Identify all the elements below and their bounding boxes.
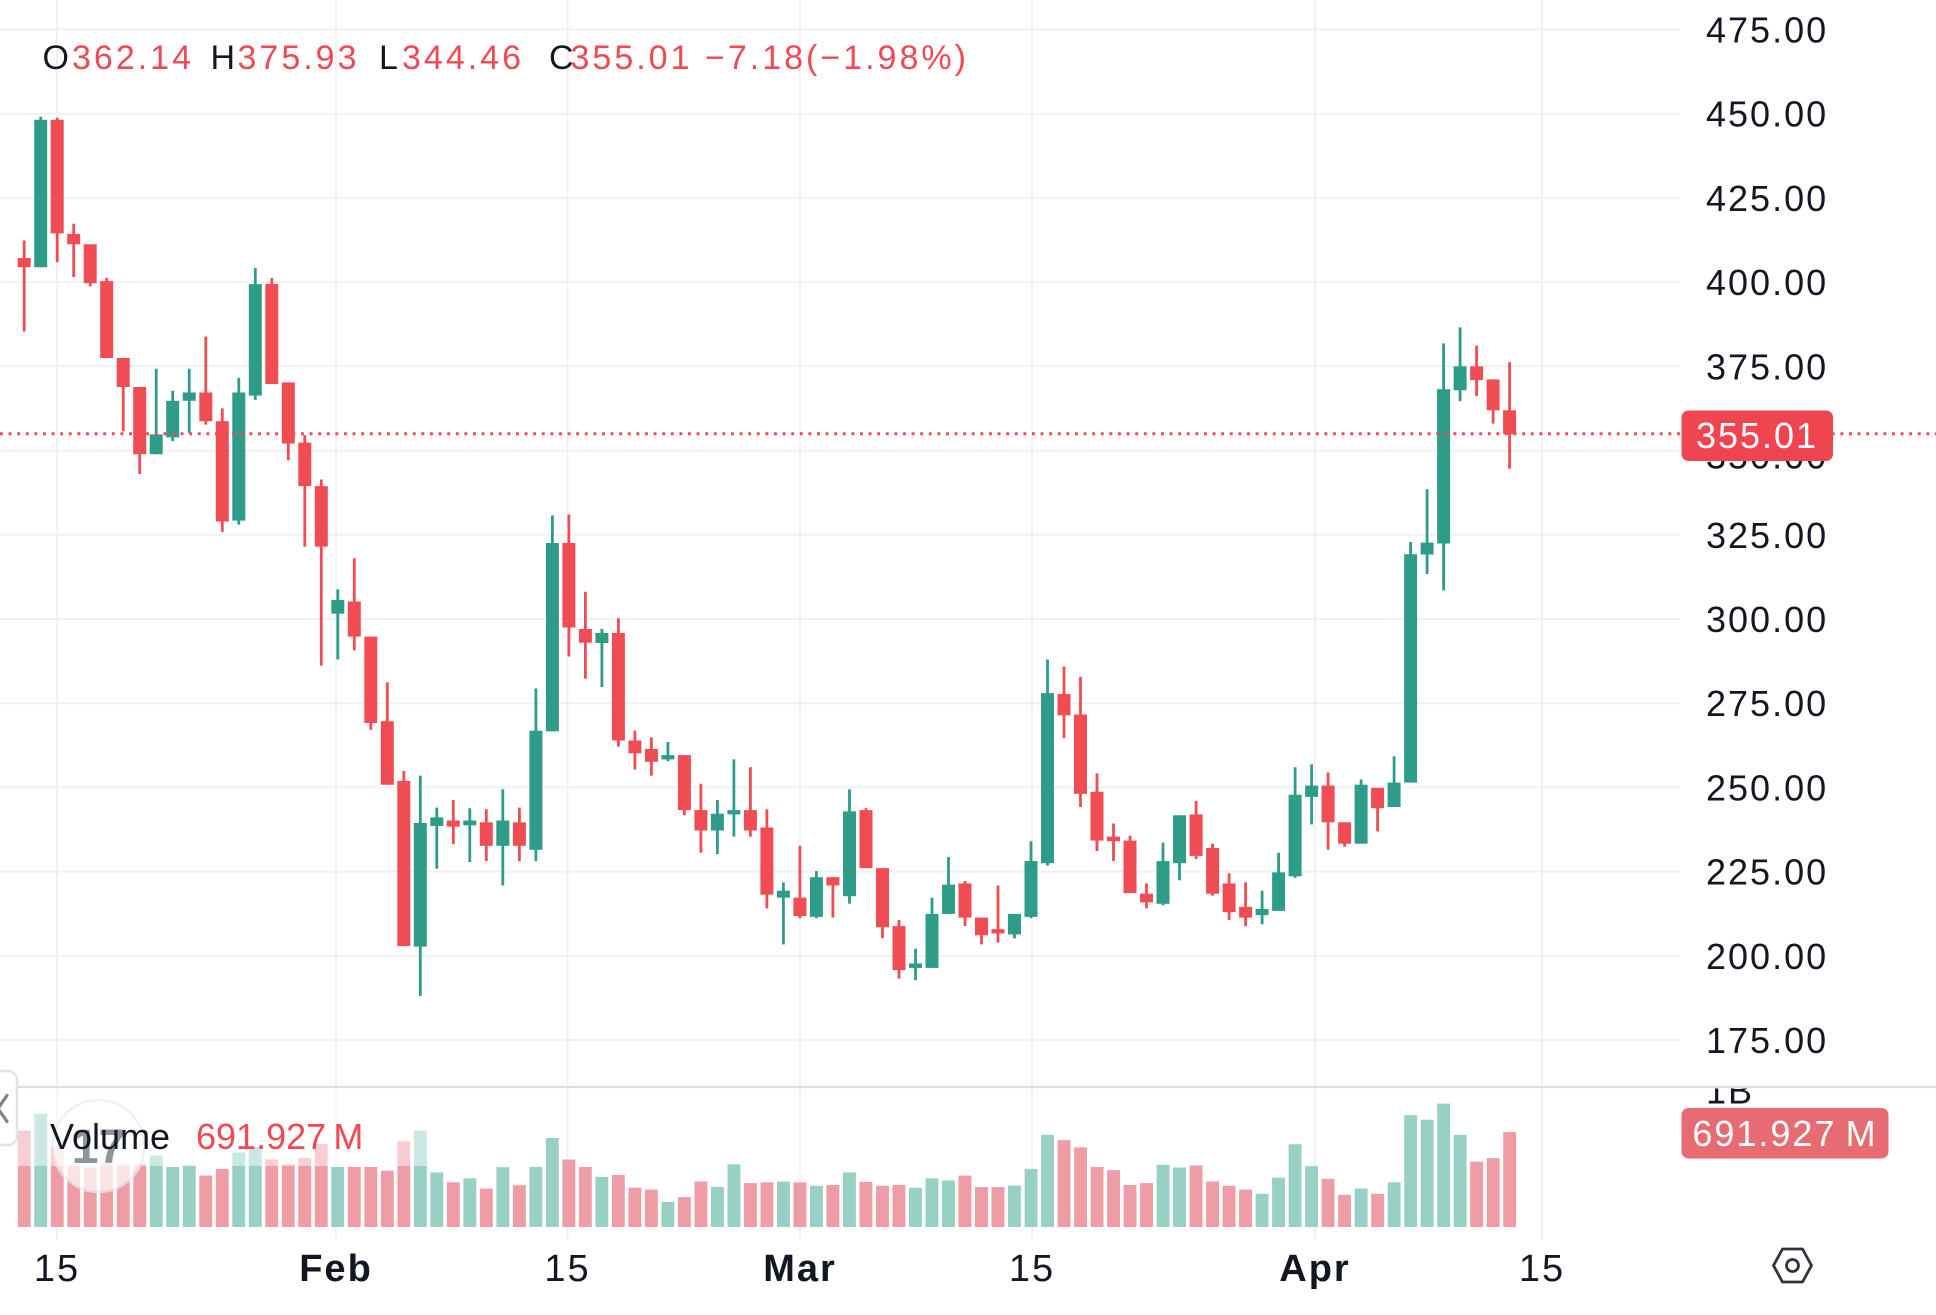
svg-text:17: 17: [72, 1121, 125, 1174]
svg-text:344.46: 344.46: [402, 39, 524, 77]
svg-text:15: 15: [1009, 1248, 1055, 1290]
svg-text:300.00: 300.00: [1706, 599, 1828, 640]
svg-text:C: C: [549, 39, 577, 77]
svg-text:200.00: 200.00: [1706, 936, 1828, 977]
svg-text:Apr: Apr: [1279, 1248, 1350, 1290]
svg-text:(−1.98%): (−1.98%): [806, 39, 969, 77]
svg-text:475.00: 475.00: [1706, 10, 1828, 51]
svg-text:Mar: Mar: [763, 1248, 837, 1290]
svg-text:355.01: 355.01: [1696, 415, 1818, 456]
svg-text:375.00: 375.00: [1706, 346, 1828, 387]
svg-text:325.00: 325.00: [1706, 515, 1828, 556]
svg-text:400.00: 400.00: [1706, 262, 1828, 303]
svg-text:15: 15: [34, 1248, 80, 1290]
svg-text:175.00: 175.00: [1706, 1020, 1828, 1061]
svg-text:15: 15: [1519, 1248, 1565, 1290]
svg-text:1B: 1B: [1706, 1071, 1754, 1112]
svg-text:275.00: 275.00: [1706, 683, 1828, 724]
svg-text:Volume: Volume: [50, 1116, 170, 1157]
svg-text:H: H: [211, 39, 239, 77]
svg-text:L: L: [379, 39, 401, 77]
svg-text:Feb: Feb: [299, 1248, 373, 1290]
svg-text:355.01: 355.01: [571, 39, 693, 77]
svg-text:375.93: 375.93: [238, 39, 360, 77]
svg-text:O: O: [43, 39, 72, 77]
svg-text:691.927 M: 691.927 M: [1692, 1113, 1877, 1154]
svg-text:425.00: 425.00: [1706, 178, 1828, 219]
svg-text:15: 15: [544, 1248, 590, 1290]
svg-text:250.00: 250.00: [1706, 767, 1828, 808]
svg-text:225.00: 225.00: [1706, 852, 1828, 893]
svg-text:362.14: 362.14: [72, 39, 194, 77]
svg-text:691.927 M: 691.927 M: [196, 1116, 363, 1157]
svg-text:450.00: 450.00: [1706, 94, 1828, 135]
svg-text:−7.18: −7.18: [705, 39, 806, 77]
